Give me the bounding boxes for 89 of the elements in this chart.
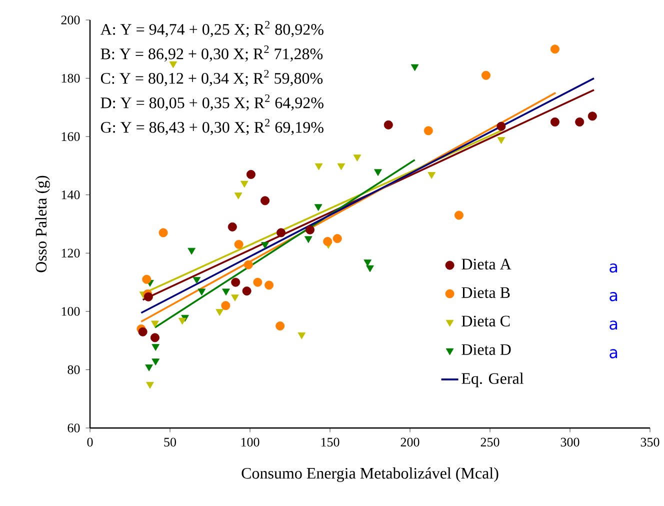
point	[384, 120, 393, 130]
point	[146, 382, 154, 389]
y-axis-title: Osso Paleta (g)	[35, 176, 50, 272]
point	[428, 172, 436, 179]
point	[366, 265, 374, 272]
point	[142, 274, 152, 284]
point	[374, 169, 382, 176]
y-tick-label: 100	[62, 307, 80, 316]
point	[424, 126, 433, 136]
point	[337, 163, 346, 170]
x-tick-label: 350	[640, 438, 660, 447]
point	[231, 294, 239, 302]
point	[353, 154, 362, 162]
point	[332, 234, 342, 244]
point	[588, 112, 597, 121]
point	[152, 344, 160, 351]
y-tick-label: 60	[68, 424, 80, 432]
annotation: G: Y = 86,43 + 0,30 X; R$^{2}$ 69,19%	[100, 118, 324, 136]
legend-label: Dieta C	[462, 316, 510, 326]
point	[575, 117, 584, 126]
x-tick-label: 50	[164, 438, 176, 447]
annotation: B: Y = 86,92 + 0,30 X; R$^{2}$ 71,28%	[100, 45, 323, 62]
point	[496, 122, 506, 131]
point	[550, 44, 560, 54]
point	[188, 248, 196, 255]
point	[231, 278, 240, 287]
point	[144, 292, 153, 302]
point	[216, 309, 224, 316]
point	[244, 260, 253, 270]
legend-label: Dieta B	[462, 287, 510, 298]
annotation: A: Y = 94,74 + 0,25 X; R$^{2}$ 80,92%	[100, 20, 324, 38]
x-tick-label: 150	[321, 438, 340, 447]
point	[192, 277, 201, 284]
y-tick-label: 120	[62, 248, 80, 258]
point	[261, 242, 269, 249]
x-tick-label: 300	[560, 438, 580, 447]
x-tick-label: 250	[480, 438, 500, 447]
y-tick-label: 200	[61, 16, 80, 24]
point	[234, 192, 242, 200]
x-tick-label: 100	[241, 438, 260, 447]
point	[306, 225, 315, 234]
point	[152, 358, 160, 366]
annotation: a	[610, 349, 618, 358]
annotation: C: Y = 80,12 + 0,34 X; R$^{2}$ 59,80%	[100, 70, 323, 86]
point	[323, 236, 332, 246]
annotation: a	[610, 292, 618, 302]
point	[169, 61, 178, 68]
legend-label: Dieta A	[462, 258, 512, 270]
point	[364, 260, 372, 266]
y-tick-label: 180	[62, 74, 80, 83]
legend-label: Eq. Geral	[462, 372, 524, 388]
point	[138, 327, 148, 336]
point	[242, 286, 252, 296]
point	[150, 333, 160, 342]
annotation: a	[610, 263, 618, 273]
point	[222, 288, 230, 296]
point	[410, 64, 419, 72]
point	[550, 117, 560, 126]
point	[482, 70, 491, 80]
y-tick-label: 80	[68, 365, 80, 374]
point	[298, 332, 306, 340]
point	[497, 137, 506, 144]
point	[228, 222, 237, 232]
y-tick-label: 160	[62, 132, 80, 141]
point	[314, 163, 323, 170]
point	[234, 240, 244, 249]
point	[178, 318, 186, 325]
point	[198, 288, 206, 296]
point	[158, 228, 168, 238]
y-tick-label: 140	[62, 190, 80, 200]
point	[260, 196, 270, 206]
point	[221, 301, 230, 310]
point	[240, 180, 248, 188]
point	[145, 364, 153, 372]
annotation: a	[610, 320, 618, 330]
point	[304, 236, 312, 244]
point	[246, 170, 256, 179]
legend-label: Dieta D	[462, 344, 511, 355]
x-tick-label: 200	[400, 438, 420, 447]
point	[253, 278, 262, 287]
x-tick-label: 0	[87, 438, 93, 447]
point	[314, 204, 322, 211]
point	[264, 280, 274, 290]
point	[276, 321, 285, 330]
point	[454, 210, 464, 220]
point	[276, 228, 286, 238]
point	[151, 320, 159, 328]
annotation: D: Y = 80,05 + 0,35 X; R$^{2}$ 64,92%	[100, 94, 324, 111]
x-axis-title: Consumo Energia Metabolizável (Mcal)	[242, 467, 498, 482]
